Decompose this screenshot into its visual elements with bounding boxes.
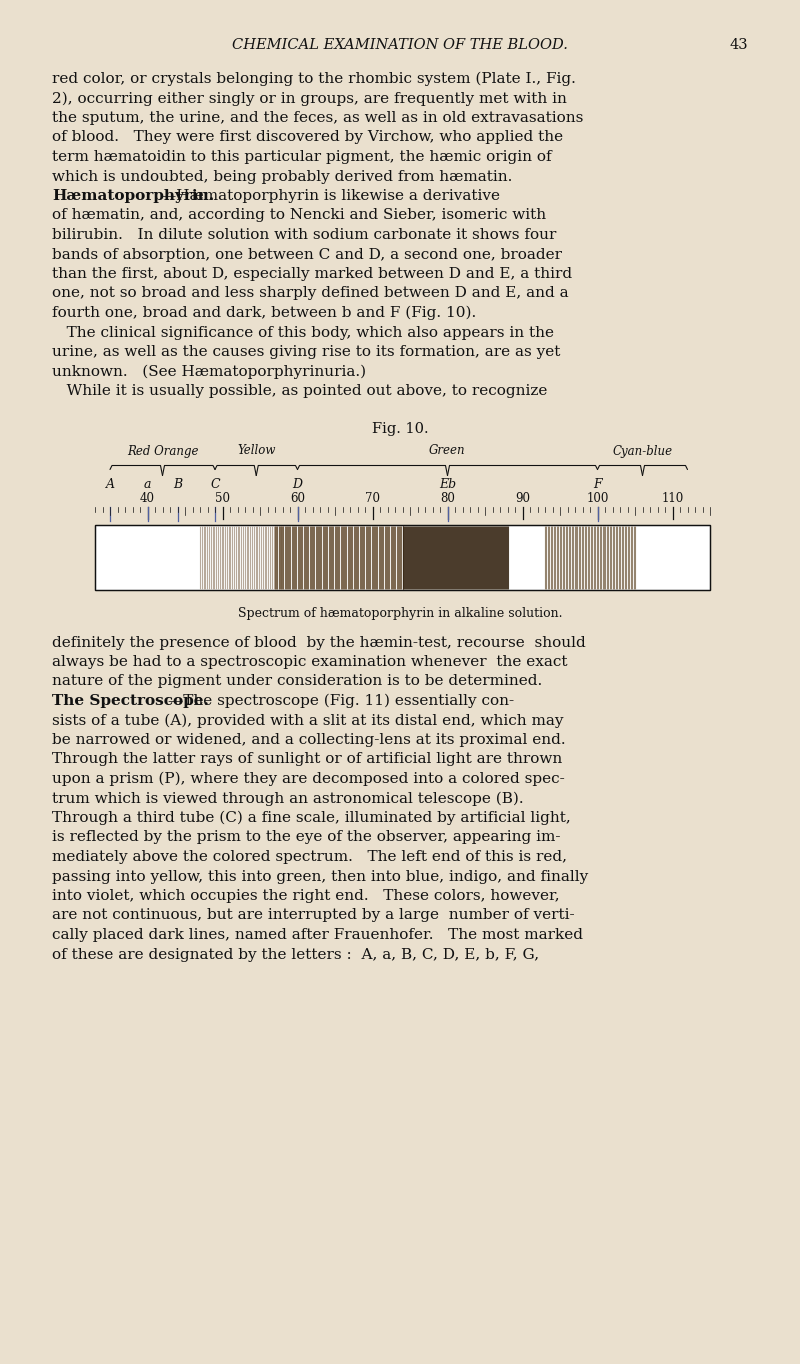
- Text: be narrowed or widened, and a collecting-lens at its proximal end.: be narrowed or widened, and a collecting…: [52, 732, 566, 747]
- Text: While it is usually possible, as pointed out above, to recognize: While it is usually possible, as pointed…: [52, 385, 547, 398]
- Text: 60: 60: [290, 491, 305, 505]
- Text: Spectrum of hæmatoporphyrin in alkaline solution.: Spectrum of hæmatoporphyrin in alkaline …: [238, 607, 562, 621]
- Text: are not continuous, but are interrupted by a large  number of verti-: are not continuous, but are interrupted …: [52, 908, 574, 922]
- Text: 70: 70: [365, 491, 380, 505]
- Text: B: B: [173, 479, 182, 491]
- Text: is reflected by the prism to the eye of the observer, appearing im-: is reflected by the prism to the eye of …: [52, 831, 561, 844]
- Text: mediately above the colored spectrum.   The left end of this is red,: mediately above the colored spectrum. Th…: [52, 850, 567, 863]
- Text: C: C: [210, 479, 220, 491]
- Text: Eb: Eb: [439, 479, 456, 491]
- Text: Cyan-blue: Cyan-blue: [613, 445, 673, 457]
- Text: nature of the pigment under consideration is to be determined.: nature of the pigment under consideratio…: [52, 675, 542, 689]
- Text: 100: 100: [586, 491, 609, 505]
- Text: Through a third tube (C) a fine scale, illuminated by artificial light,: Through a third tube (C) a fine scale, i…: [52, 812, 570, 825]
- Text: —The spectroscope (Fig. 11) essentially con-: —The spectroscope (Fig. 11) essentially …: [168, 694, 514, 708]
- Text: of these are designated by the letters :  A, a, B, C, D, E, b, F, G,: of these are designated by the letters :…: [52, 948, 539, 962]
- Text: The clinical significance of this body, which also appears in the: The clinical significance of this body, …: [52, 326, 554, 340]
- Text: The Spectroscope.: The Spectroscope.: [52, 694, 209, 708]
- Text: definitely the presence of blood  by the hæmin-test, recourse  should: definitely the presence of blood by the …: [52, 636, 586, 649]
- Text: Green: Green: [429, 445, 466, 457]
- Bar: [95, 525, 710, 589]
- Text: Hæmatoporphyrin.: Hæmatoporphyrin.: [52, 190, 214, 203]
- Text: one, not so broad and less sharply defined between D and E, and a: one, not so broad and less sharply defin…: [52, 286, 569, 300]
- Text: of blood.   They were first discovered by Virchow, who applied the: of blood. They were first discovered by …: [52, 131, 563, 145]
- Text: of hæmatin, and, according to Nencki and Sieber, isomeric with: of hæmatin, and, according to Nencki and…: [52, 209, 546, 222]
- Text: cally placed dark lines, named after Frauenhofer.   The most marked: cally placed dark lines, named after Fra…: [52, 928, 583, 943]
- Text: 40: 40: [140, 491, 155, 505]
- Text: fourth one, broad and dark, between b and F (Fig. 10).: fourth one, broad and dark, between b an…: [52, 306, 476, 321]
- Text: —Hæmatoporphyrin is likewise a derivative: —Hæmatoporphyrin is likewise a derivativ…: [161, 190, 500, 203]
- Text: upon a prism (P), where they are decomposed into a colored spec-: upon a prism (P), where they are decompo…: [52, 772, 565, 787]
- Text: urine, as well as the causes giving rise to its formation, are as yet: urine, as well as the causes giving rise…: [52, 345, 560, 359]
- Text: than the first, about D, especially marked between D and E, a third: than the first, about D, especially mark…: [52, 267, 572, 281]
- Text: F: F: [593, 479, 602, 491]
- Text: unknown.   (See Hæmatoporphyrinuria.): unknown. (See Hæmatoporphyrinuria.): [52, 364, 366, 379]
- Text: CHEMICAL EXAMINATION OF THE BLOOD.: CHEMICAL EXAMINATION OF THE BLOOD.: [232, 38, 568, 52]
- Text: 80: 80: [440, 491, 455, 505]
- Text: into violet, which occupies the right end.   These colors, however,: into violet, which occupies the right en…: [52, 889, 560, 903]
- Text: Through the latter rays of sunlight or of artificial light are thrown: Through the latter rays of sunlight or o…: [52, 753, 562, 767]
- Text: 110: 110: [662, 491, 684, 505]
- Text: passing into yellow, this into green, then into blue, indigo, and finally: passing into yellow, this into green, th…: [52, 869, 588, 884]
- Text: which is undoubted, being probably derived from hæmatin.: which is undoubted, being probably deriv…: [52, 169, 512, 184]
- Text: Fig. 10.: Fig. 10.: [372, 421, 428, 435]
- Text: the sputum, the urine, and the feces, as well as in old extravasations: the sputum, the urine, and the feces, as…: [52, 110, 583, 125]
- Text: red color, or crystals belonging to the rhombic system (Plate I., Fig.: red color, or crystals belonging to the …: [52, 72, 576, 86]
- Text: bilirubin.   In dilute solution with sodium carbonate it shows four: bilirubin. In dilute solution with sodiu…: [52, 228, 556, 241]
- Bar: [95, 525, 710, 589]
- Text: sists of a tube (A), provided with a slit at its distal end, which may: sists of a tube (A), provided with a sli…: [52, 713, 563, 728]
- Text: bands of absorption, one between C and D, a second one, broader: bands of absorption, one between C and D…: [52, 247, 562, 262]
- Text: Yellow: Yellow: [237, 445, 275, 457]
- Text: 90: 90: [515, 491, 530, 505]
- Text: always be had to a spectroscopic examination whenever  the exact: always be had to a spectroscopic examina…: [52, 655, 567, 668]
- Text: 50: 50: [215, 491, 230, 505]
- Text: 2), occurring either singly or in groups, are frequently met with in: 2), occurring either singly or in groups…: [52, 91, 567, 106]
- Text: 43: 43: [730, 38, 748, 52]
- Text: Red Orange: Red Orange: [126, 445, 198, 457]
- Text: a: a: [144, 479, 151, 491]
- Text: trum which is viewed through an astronomical telescope (B).: trum which is viewed through an astronom…: [52, 791, 524, 806]
- Text: term hæmatoidin to this particular pigment, the hæmic origin of: term hæmatoidin to this particular pigme…: [52, 150, 552, 164]
- Text: A: A: [106, 479, 114, 491]
- Text: D: D: [293, 479, 302, 491]
